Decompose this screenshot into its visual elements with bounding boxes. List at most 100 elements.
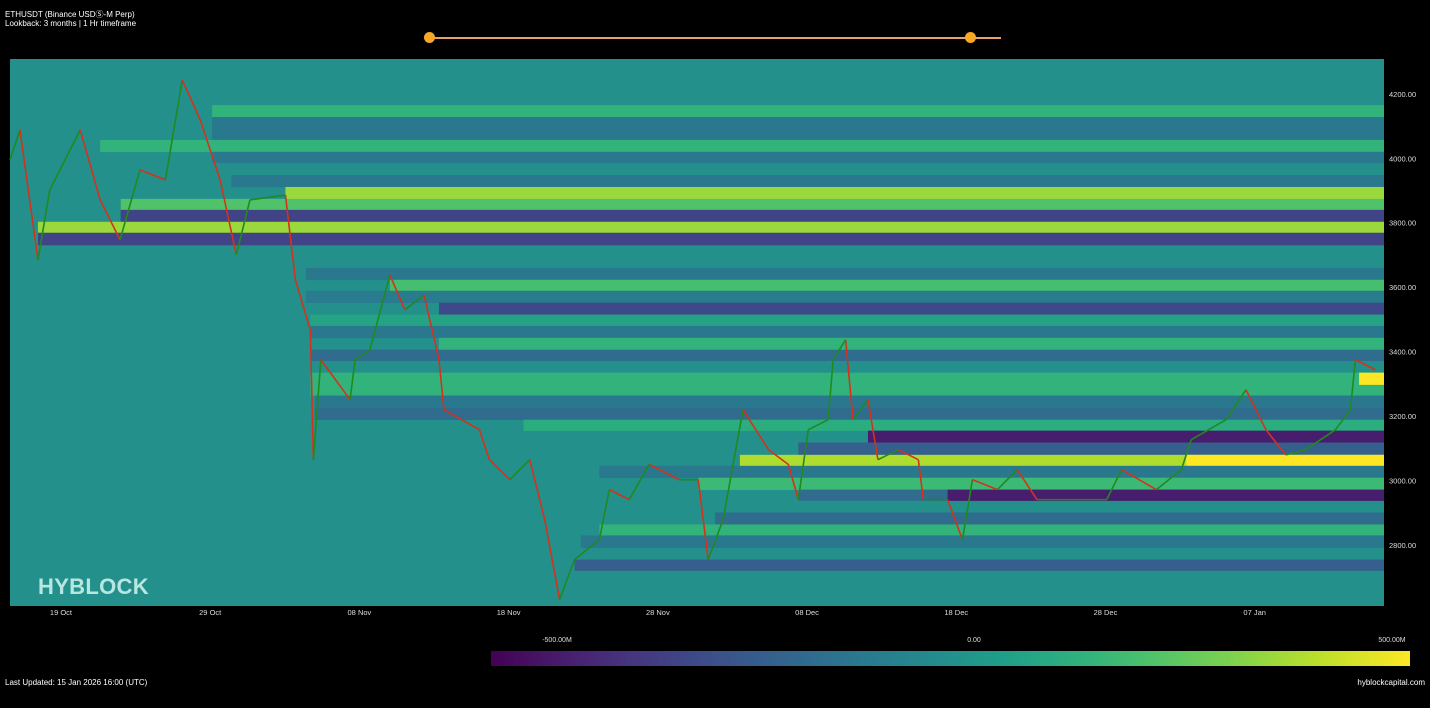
- y-tick-label: 4000.00: [1389, 154, 1416, 163]
- x-tick-label: 08 Dec: [795, 608, 819, 617]
- price-segment: [309, 329, 315, 460]
- heatmap-chart[interactable]: 2800.00 3000.00 3200.00 3400.00 3600.00 3800.…: [0, 0, 1430, 625]
- heatmap-band: [100, 139, 1385, 153]
- price-segment: [49, 129, 81, 191]
- colorbar-mid-label: 0.00: [967, 637, 981, 644]
- price-segment: [528, 459, 546, 520]
- price-segment: [320, 359, 351, 401]
- price-segment: [827, 359, 834, 420]
- price-segment: [697, 479, 709, 560]
- heatmap-band: [37, 221, 1384, 234]
- price-segment: [312, 359, 322, 460]
- price-segment: [1265, 429, 1287, 456]
- price-segment: [558, 559, 576, 600]
- price-segment: [598, 489, 611, 540]
- price-segment: [1285, 448, 1306, 456]
- price-segment: [946, 499, 964, 540]
- y-tick-label: 3200.00: [1389, 412, 1416, 421]
- price-segment: [844, 339, 854, 420]
- range-slider-end-handle[interactable]: [965, 32, 977, 43]
- x-tick-label: 28 Dec: [1094, 608, 1118, 617]
- colorbar-min-label: -500.00M: [542, 637, 572, 644]
- price-segment: [807, 418, 829, 431]
- price-segment: [1349, 359, 1357, 410]
- chart-title: ETHUSDT (Binance USDⓈ-M Perp): [5, 10, 135, 19]
- price-segment: [404, 294, 425, 311]
- heatmap-band: [310, 325, 1384, 339]
- heatmap-band: [947, 489, 1384, 501]
- colorbar: [491, 651, 1410, 666]
- price-segment: [877, 448, 899, 461]
- range-slider[interactable]: [424, 32, 1004, 44]
- price-segment: [722, 409, 744, 520]
- price-segment: [1155, 469, 1182, 491]
- price-segment: [1305, 429, 1336, 451]
- range-slider-start-handle[interactable]: [424, 32, 435, 43]
- colorbar-max-label: 500.00M: [1378, 637, 1406, 644]
- x-tick-label: 18 Nov: [497, 608, 521, 617]
- heatmap-band: [37, 232, 1384, 246]
- price-segment: [249, 194, 286, 201]
- price-segment: [574, 538, 600, 561]
- price-segment: [898, 448, 919, 461]
- price-segment: [628, 464, 650, 501]
- heatmap-band: [120, 209, 1385, 223]
- x-tick-label: 29 Oct: [199, 608, 222, 617]
- price-segment: [19, 129, 39, 260]
- price-segment: [742, 409, 770, 451]
- price-segment: [787, 464, 800, 500]
- heatmap-band: [310, 314, 1384, 327]
- price-segment: [996, 469, 1018, 491]
- price-segment: [1190, 418, 1227, 441]
- price-segment: [235, 199, 251, 256]
- price-segment: [852, 399, 869, 421]
- y-tick-label: 3600.00: [1389, 283, 1416, 292]
- heatmap-band: [231, 175, 1384, 188]
- heatmap-band: [212, 105, 1384, 118]
- price-segment: [1225, 389, 1247, 421]
- heatmap-band: [310, 372, 1384, 396]
- heatmap-band: [212, 117, 1384, 141]
- price-segment: [1105, 469, 1123, 500]
- price-segment: [438, 359, 445, 410]
- price-segment: [37, 189, 51, 260]
- heatmap-band: [1359, 372, 1384, 385]
- price-segment: [768, 449, 789, 466]
- site-link[interactable]: hyblockcapital.com: [1357, 678, 1425, 687]
- price-segment: [972, 478, 998, 491]
- price-segment: [443, 409, 480, 431]
- price-segment: [1334, 409, 1352, 431]
- hyblock-watermark: HYBLOCK: [38, 574, 149, 599]
- price-segment: [79, 129, 101, 201]
- price-segment: [349, 359, 356, 400]
- price-segment: [1121, 468, 1157, 491]
- x-tick-label: 18 Dec: [944, 608, 968, 617]
- price-segment: [139, 169, 166, 181]
- range-slider-track[interactable]: [429, 37, 1001, 39]
- price-segment: [488, 459, 511, 481]
- heatmap-band: [438, 337, 1384, 351]
- x-tick-label: 08 Nov: [348, 608, 372, 617]
- heatmap-band: [580, 535, 1384, 548]
- price-segment: [199, 119, 221, 181]
- heatmap-band: [285, 186, 1384, 200]
- x-tick-label: 28 Nov: [646, 608, 670, 617]
- y-tick-label: 3400.00: [1389, 348, 1416, 357]
- heatmap-band: [305, 267, 1384, 281]
- y-tick-label: 3800.00: [1389, 219, 1416, 228]
- price-segment: [917, 459, 925, 500]
- price-segment: [284, 194, 297, 280]
- heatmap-band: [867, 430, 1384, 443]
- price-segment: [648, 463, 680, 481]
- heatmap-band: [739, 454, 1384, 467]
- heatmap-band: [212, 151, 1384, 164]
- price-segment: [1245, 389, 1267, 431]
- price-segment: [797, 429, 810, 500]
- price-segment: [543, 519, 561, 600]
- price-segment: [1016, 469, 1038, 501]
- heatmap-band: [599, 465, 1384, 479]
- price-segment: [389, 274, 406, 311]
- y-tick-label: 3000.00: [1389, 477, 1416, 486]
- price-segment: [294, 279, 312, 330]
- price-segment: [832, 339, 847, 361]
